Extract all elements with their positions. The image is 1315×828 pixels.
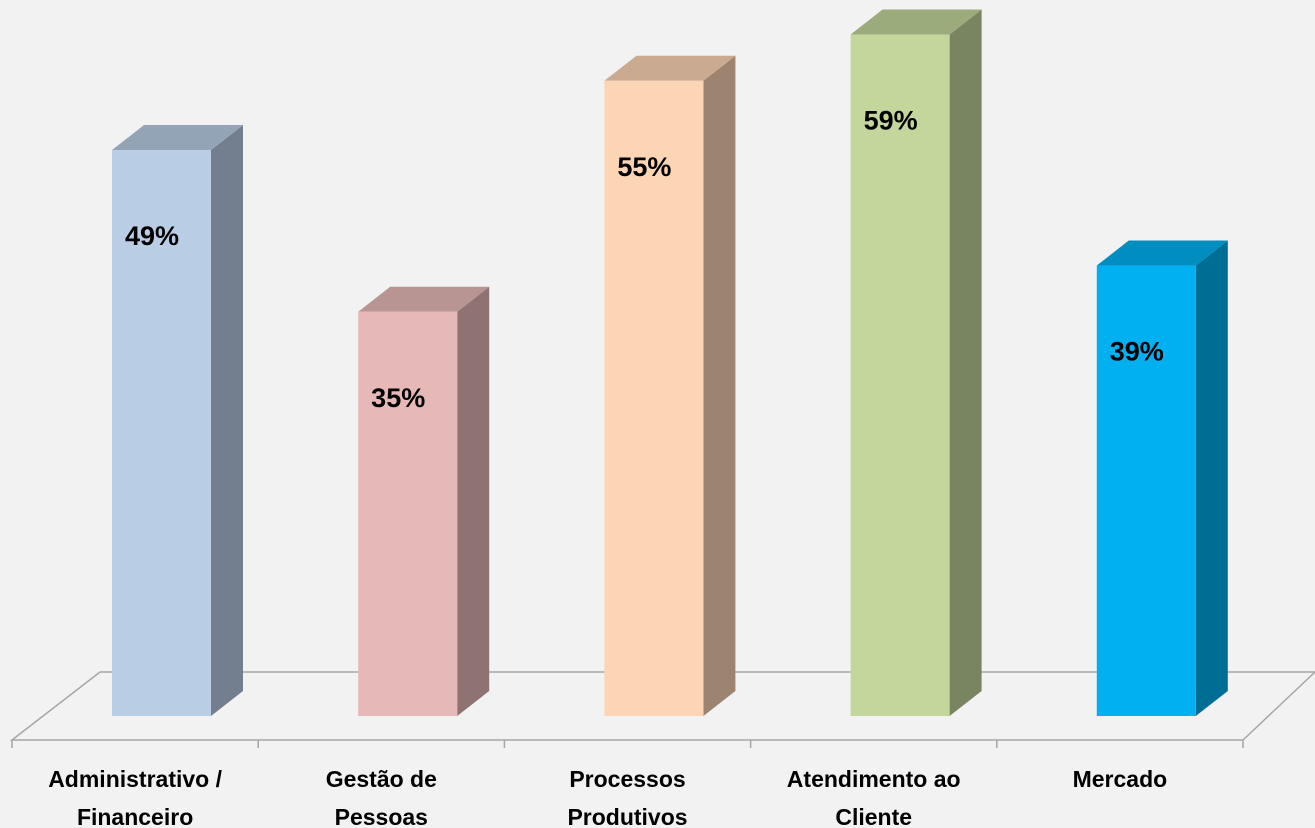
bar-side [211, 125, 243, 717]
bar [604, 80, 704, 716]
bar-side [703, 55, 736, 716]
x-tick-label: Atendimento ao Cliente [786, 766, 961, 828]
bar-top [358, 286, 490, 312]
bar-top [604, 55, 736, 81]
bar-top [850, 9, 982, 35]
x-tick-label: Gestão de Pessoas [325, 766, 437, 828]
bar [1096, 265, 1196, 716]
bar [850, 34, 950, 717]
x-tick-label: Mercado [1072, 766, 1168, 792]
value-label: 55% [617, 152, 671, 182]
value-label: 39% [1110, 337, 1164, 367]
bar-side [949, 9, 982, 717]
floor [9, 671, 1315, 741]
value-label: 59% [864, 106, 918, 136]
bar-top [112, 125, 243, 151]
value-label: 35% [371, 383, 425, 413]
bar-side [457, 286, 490, 716]
x-tick-label: Processos Produtivos [567, 766, 688, 828]
bar-top [1096, 240, 1228, 266]
value-label: 49% [125, 221, 179, 251]
x-tick-label: Administrativo / Financeiro [48, 766, 222, 828]
bar [358, 311, 458, 716]
bar [112, 150, 211, 717]
bar-side [1195, 240, 1228, 717]
